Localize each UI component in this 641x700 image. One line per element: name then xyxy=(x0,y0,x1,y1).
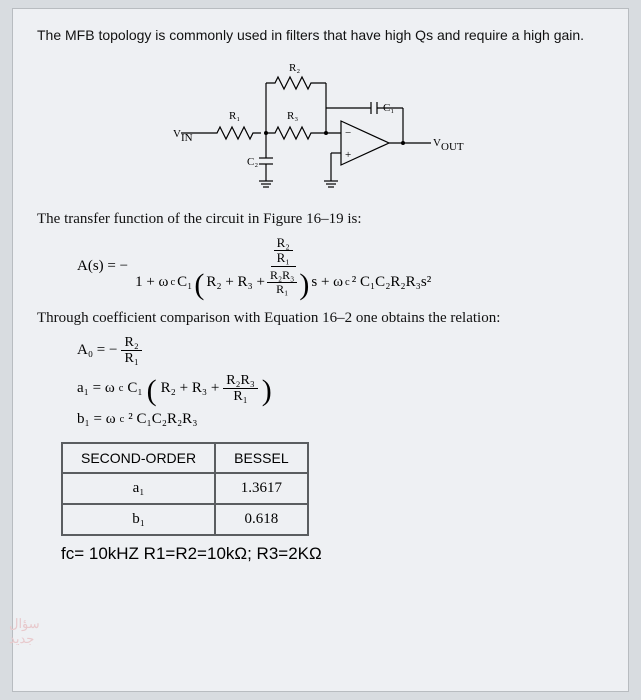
tf-num-over: R₂ xyxy=(274,236,293,251)
intro-text: The MFB topology is commonly used in fil… xyxy=(37,27,604,43)
transfer-intro: The transfer function of the circuit in … xyxy=(37,211,604,228)
table-b1-value: 0.618 xyxy=(215,504,307,535)
circuit-diagram: .l{stroke:#000;stroke-width:1.2;fill:non… xyxy=(171,53,471,203)
eq-b1-lhs: b₁ = ω xyxy=(77,411,116,428)
eq-a0-lhs: A₀ = − xyxy=(77,342,117,359)
table-b1-label: b₁ xyxy=(62,504,215,535)
coeff-intro: Through coefficient comparison with Equa… xyxy=(37,310,604,327)
svg-text:C₁: C₁ xyxy=(383,102,394,114)
table-a1-value: 1.3617 xyxy=(215,473,307,504)
table-a1-label: a₁ xyxy=(62,473,215,504)
svg-text:−: − xyxy=(345,127,351,139)
svg-text:R₃: R₃ xyxy=(287,110,298,122)
watermark: سؤال جديد xyxy=(9,616,40,647)
svg-text:C₂: C₂ xyxy=(247,156,258,168)
svg-text:V: V xyxy=(433,137,441,149)
table-header-2: BESSEL xyxy=(215,443,307,473)
transfer-function: A(s) = − R₂ R₁ 1 + ωc C₁ ( R₂ + R₃ + R₂R… xyxy=(77,236,604,298)
svg-text:+: + xyxy=(345,149,351,161)
tf-den-trail: ² C₁C₂R₂R₃s² xyxy=(352,274,432,291)
svg-text:OUT: OUT xyxy=(441,141,464,153)
tf-den-mid: R₂ + R₃ + xyxy=(206,274,265,291)
footer-values: fc= 10kHZ R1=R2=10kΩ; R3=2KΩ xyxy=(61,544,604,564)
svg-text:IN: IN xyxy=(181,132,193,144)
coefficient-table: SECOND-ORDER BESSEL a₁ 1.3617 b₁ 0.618 xyxy=(61,442,309,536)
tf-den-s: s + ω xyxy=(311,274,343,291)
svg-text:R₂: R₂ xyxy=(289,62,300,74)
tf-den-1: 1 + ω xyxy=(135,274,168,291)
svg-text:V: V xyxy=(173,128,181,140)
coefficient-equations: A₀ = − R₂ R₁ a₁ = ωc C₁ ( R₂ + R₃ + R₂R₃… xyxy=(77,335,604,428)
tf-lhs: A(s) = − xyxy=(77,258,128,275)
tf-den-c1: C₁ xyxy=(177,274,192,291)
table-header-1: SECOND-ORDER xyxy=(62,443,215,473)
svg-text:R₁: R₁ xyxy=(229,110,240,122)
eq-a1-lhs: a₁ = ω xyxy=(77,380,115,397)
tf-num-under: R₁ xyxy=(274,251,293,265)
